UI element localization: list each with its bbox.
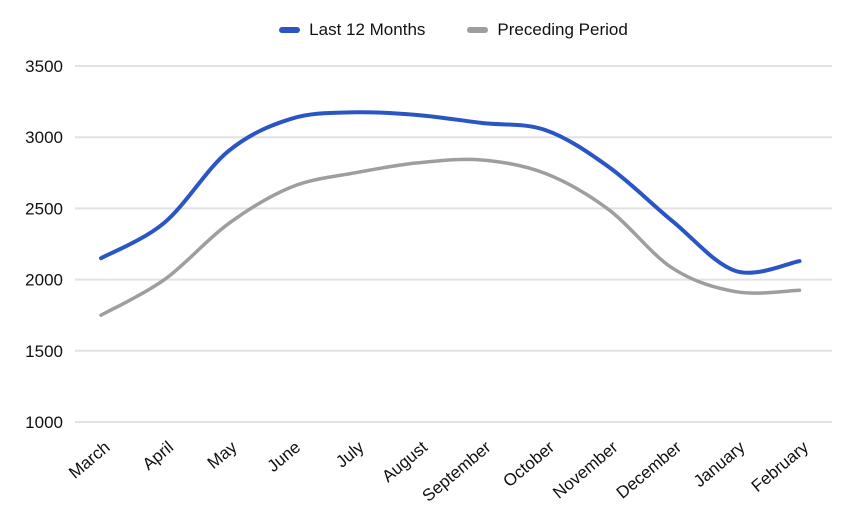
series-line-last-12-months[interactable] xyxy=(99,110,802,275)
y-axis-tick-label: 3000 xyxy=(25,128,63,147)
x-axis-month-label: October xyxy=(500,437,559,491)
y-axis-tick-label: 1500 xyxy=(25,342,63,361)
x-axis-month-label: February xyxy=(748,437,813,496)
x-axis-month-label: March xyxy=(65,438,113,483)
x-axis-month-label: December xyxy=(613,437,686,502)
legend-label-last-12-months: Last 12 Months xyxy=(309,20,426,39)
x-axis-month-label: January xyxy=(690,437,749,491)
x-axis-month-label: June xyxy=(264,438,304,476)
legend-label-preceding-period: Preceding Period xyxy=(497,20,628,39)
y-axis-tick-label: 3500 xyxy=(25,57,63,76)
y-axis-tick-label: 2500 xyxy=(25,199,63,218)
chart-legend: Last 12 Months Preceding Period xyxy=(75,20,832,40)
series-line-preceding-period[interactable] xyxy=(99,157,802,317)
y-axis-tick-label: 1000 xyxy=(25,413,63,432)
x-axis-month-label: May xyxy=(204,437,241,473)
x-axis-month-label: August xyxy=(378,437,431,486)
y-axis-tick-label: 2000 xyxy=(25,271,63,290)
x-axis-month-label: November xyxy=(549,437,622,502)
x-axis-month-label: September xyxy=(419,437,495,505)
legend-item-last-12-months[interactable]: Last 12 Months xyxy=(279,20,425,40)
legend-swatch-last-12-months xyxy=(279,27,301,33)
x-axis-month-label: July xyxy=(332,437,368,471)
legend-swatch-preceding-period xyxy=(467,27,489,33)
x-axis-month-label: April xyxy=(139,438,177,474)
legend-item-preceding-period[interactable]: Preceding Period xyxy=(467,20,628,40)
